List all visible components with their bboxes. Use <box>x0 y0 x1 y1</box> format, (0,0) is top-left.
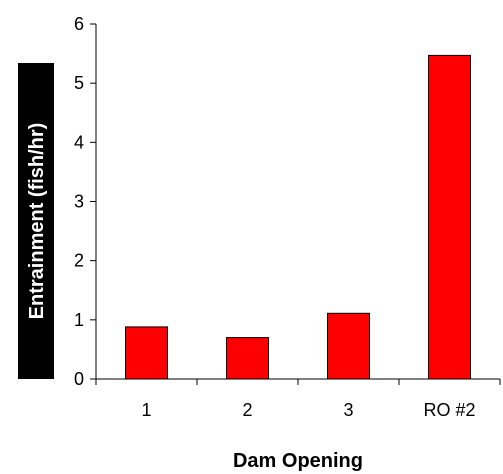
y-ticks-group: 0 1 2 3 4 5 6 <box>74 14 96 389</box>
y-tick-label: 6 <box>74 14 84 34</box>
y-tick-label: 5 <box>74 73 84 93</box>
y-tick-label: 0 <box>74 369 84 389</box>
y-tick-label: 2 <box>74 251 84 271</box>
y-tick-label: 1 <box>74 310 84 330</box>
bar-2 <box>226 337 269 380</box>
y-axis-title-background <box>18 63 54 379</box>
x-tick-label: 2 <box>242 400 252 420</box>
y-axis-title: Entrainment (fish/hr) <box>18 63 54 379</box>
x-axis-title: Dam Opening <box>233 450 363 472</box>
y-axis-title-text: Entrainment (fish/hr) <box>26 123 48 320</box>
bar-ro-2 <box>428 54 471 380</box>
x-tick-label: 1 <box>141 400 151 420</box>
y-tick-label: 4 <box>74 132 84 152</box>
x-ticks-group: 1 2 3 RO #2 <box>95 379 501 420</box>
x-tick-label: 3 <box>343 400 353 420</box>
x-tick-label: RO #2 <box>423 400 475 420</box>
y-tick-label: 3 <box>74 192 84 212</box>
bar-1 <box>125 326 168 380</box>
bar-3 <box>327 312 370 380</box>
bars-group <box>125 54 471 380</box>
